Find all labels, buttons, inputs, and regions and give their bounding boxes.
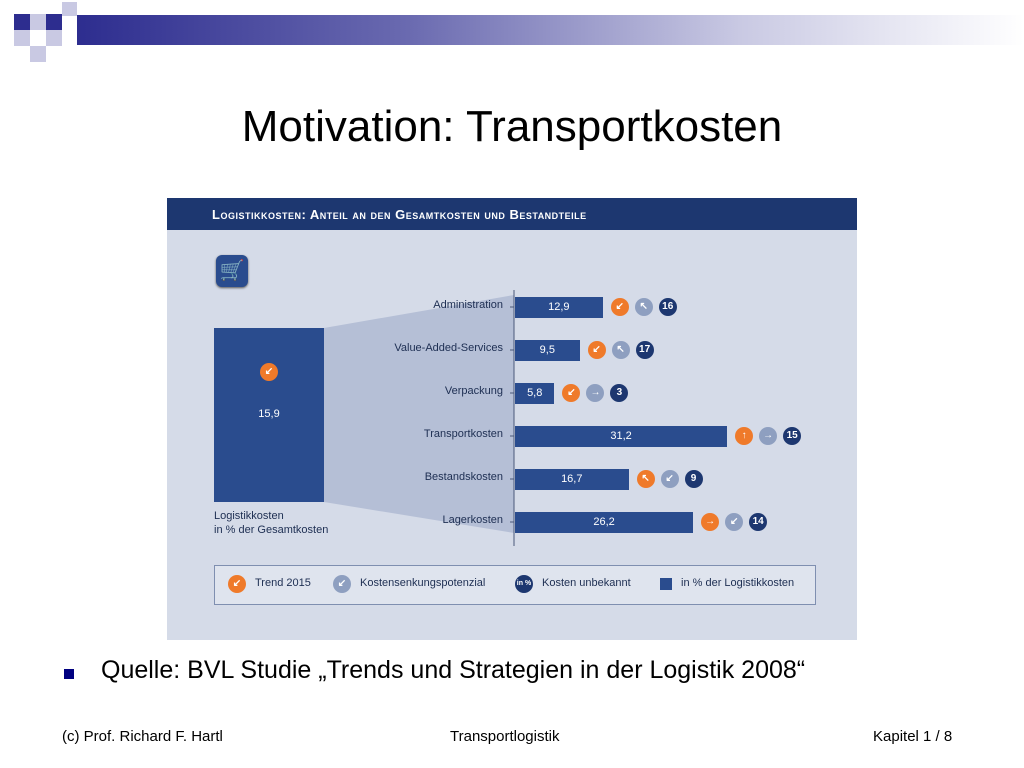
bar-administration: 12,9 [515,297,603,318]
unknown-badge-value-added-services: 17 [635,341,654,359]
decor-square-7 [30,46,46,62]
funnel-shape [324,295,514,533]
decor-square-2 [30,14,46,30]
trend-icon-verpackung: ↙ [562,384,581,402]
legend-bar-label: in % der Logistikkosten [681,577,795,589]
unknown-badge-lagerkosten: 14 [749,513,768,531]
legend: ↙ Trend 2015 ↙ Kostensenkungspotenzial i… [214,565,816,605]
header-gradient-bar [77,15,1024,45]
decor-square-3 [46,14,62,30]
bar-bestandskosten: 16,7 [515,469,629,490]
trend-icon-administration: ↙ [610,298,629,316]
total-logistics-bar [214,328,324,502]
category-label-value-added-services: Value-Added-Services [394,342,503,354]
total-trend-icon: ↙ [260,363,278,381]
bar-transportkosten: 31,2 [515,426,728,447]
bullet-marker [64,669,74,679]
decor-square-1 [14,14,30,30]
funnel-svg [324,290,515,546]
chart-header: Logistikkosten: Anteil an den Gesamtkost… [167,198,857,230]
decor-square-5 [14,30,30,46]
trend-icon-bestandskosten: ↖ [636,470,655,488]
total-caption: Logistikkosten in % der Gesamtkosten [214,509,328,537]
decor-square-6 [46,30,62,46]
category-label-verpackung: Verpackung [444,385,503,397]
source-text: Quelle: BVL Studie „Trends und Strategie… [101,656,806,684]
legend-savings-icon: ↙ [333,575,351,593]
shopping-cart-icon: 🛒 [216,255,248,287]
category-label-bestandskosten: Bestandskosten [424,471,503,483]
unknown-badge-transportkosten: 15 [783,427,802,445]
category-label-lagerkosten: Lagerkosten [442,514,503,526]
legend-trend-icon: ↙ [228,575,246,593]
total-caption-line2: in % der Gesamtkosten [214,524,329,536]
savings-icon-verpackung: → [586,384,605,402]
savings-icon-bestandskosten: ↙ [660,470,679,488]
unknown-badge-administration: 16 [658,298,677,316]
category-label-administration: Administration [433,299,503,311]
savings-icon-value-added-services: ↖ [611,341,630,359]
category-label-transportkosten: Transportkosten [423,428,503,440]
savings-icon-administration: ↖ [634,298,653,316]
legend-savings-label: Kostensenkungspotenzial [360,577,486,589]
legend-bar-square [660,578,672,590]
unknown-badge-verpackung: 3 [610,384,629,402]
savings-icon-transportkosten: → [759,427,778,445]
bar-lagerkosten: 26,2 [515,512,694,533]
chart-panel: Logistikkosten: Anteil an den Gesamtkost… [167,198,857,640]
total-value-label: 15,9 [258,408,280,420]
unknown-badge-bestandskosten: 9 [684,470,703,488]
footer-course: Transportlogistik [450,728,560,745]
savings-icon-lagerkosten: ↙ [725,513,744,531]
total-caption-line1: Logistikkosten [214,510,284,522]
bar-verpackung: 5,8 [515,383,555,404]
trend-icon-lagerkosten: → [701,513,720,531]
footer-page: Kapitel 1 / 8 [873,728,953,745]
slide-title: Motivation: Transportkosten [241,102,783,151]
legend-trend-label: Trend 2015 [255,577,311,589]
trend-icon-value-added-services: ↙ [587,341,606,359]
legend-unknown-label: Kosten unbekannt [542,577,631,589]
decor-square-4 [62,2,77,16]
trend-icon-transportkosten: ↑ [735,427,754,445]
chart-title: Logistikkosten: Anteil an den Gesamtkost… [212,207,587,222]
bar-value-added-services: 9,5 [515,340,580,361]
legend-unknown-icon: in % [515,575,533,593]
footer-author: (c) Prof. Richard F. Hartl [62,728,223,745]
